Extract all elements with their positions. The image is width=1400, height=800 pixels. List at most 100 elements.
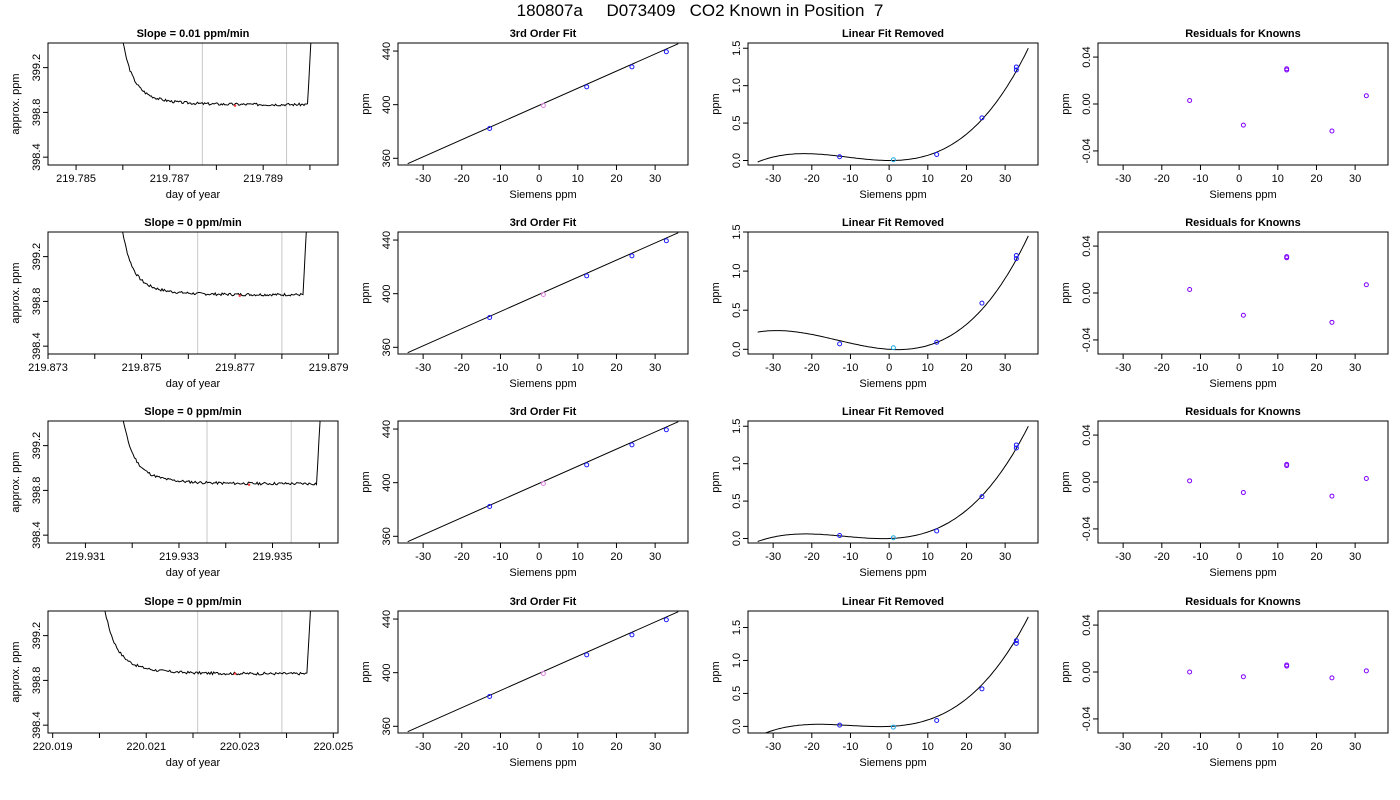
axes-frame [1097,610,1389,734]
y-tick-label: 440 [381,610,393,628]
x-axis-label: Siemens ppm [1209,757,1276,769]
chart-title: Residuals for Knowns [1185,28,1301,40]
plot-area [757,235,1029,351]
data-point [837,722,843,728]
x-tick-label: 0 [886,741,892,753]
data-point [934,339,940,345]
chart-title: Slope = 0 ppm/min [144,217,242,229]
x-tick-label: 220.025 [313,741,353,753]
data-point [979,494,985,500]
y-axis-label: ppm [360,282,372,303]
x-tick-label: -10 [843,362,859,374]
x-tick-label: 219.879 [309,362,349,374]
axes-frame [47,610,339,734]
x-axis-label: Siemens ppm [509,757,576,769]
y-tick-label: 398.8 [31,667,43,695]
x-axis-label: day of year [166,189,221,201]
trace-line [122,43,312,107]
x-tick-label: -10 [843,741,859,753]
x-tick-label: 10 [1272,551,1284,563]
x-tick-label: 0 [886,362,892,374]
x-tick-label: 219.933 [159,551,199,563]
trace-line [122,421,321,486]
y-axis-label: approx. ppm [10,262,22,323]
data-point [979,300,985,306]
data-point [663,617,669,623]
x-tick-label: 20 [960,173,972,185]
plot-area [757,47,1029,163]
data-point [540,480,546,486]
x-tick-label: -10 [843,551,859,563]
x-tick-label: -30 [1115,173,1131,185]
x-tick-label: 219.877 [215,362,255,374]
x-tick-label: 0 [1236,551,1242,563]
data-point [629,632,635,638]
x-tick-label: 220.023 [220,741,260,753]
x-tick-label: 30 [999,551,1011,563]
residual-point [1240,312,1246,318]
y-tick-label: 399.2 [31,54,43,82]
y-tick-label: 400 [381,473,393,491]
x-tick-label: 20 [1310,551,1322,563]
page-title: 180807a D073409 CO2 Known in Position 7 [516,1,884,20]
x-tick-label: -30 [415,551,431,563]
residual-point [1187,669,1193,675]
data-point [934,528,940,534]
data-point [584,273,590,279]
y-axis-label: approx. ppm [10,451,22,512]
y-tick-label: 399.2 [31,243,43,271]
residual-point [1363,475,1369,481]
x-tick-label: 0 [1236,362,1242,374]
data-point [584,652,590,658]
x-tick-label: -20 [804,551,820,563]
x-tick-label: 20 [610,362,622,374]
data-point [837,341,843,347]
residual-point [1240,674,1246,680]
x-tick-label: 219.787 [150,173,190,185]
data-point [663,238,669,244]
data-point [837,154,843,160]
x-tick-label: 10 [572,173,584,185]
x-tick-label: -30 [1115,741,1131,753]
x-tick-label: -10 [1193,362,1209,374]
x-axis-label: Siemens ppm [509,189,576,201]
x-axis-label: Siemens ppm [859,378,926,390]
data-point [629,64,635,70]
x-tick-label: 20 [610,173,622,185]
plot-area [104,611,311,733]
x-tick-label: 10 [1272,173,1284,185]
axes-frame [747,231,1039,355]
panel-resid-2: Residuals for Knowns -30 -20 -10 0 10 20 30 -0.0… [1060,217,1389,390]
plot-area [122,43,312,165]
residual-point [1240,490,1246,496]
x-tick-label: 30 [1349,362,1361,374]
residual-point [1284,254,1290,260]
data-point [1013,67,1019,73]
data-point [934,152,940,158]
data-point [890,345,896,351]
y-tick-label: 0.5 [731,686,743,701]
x-tick-label: 10 [922,362,934,374]
data-point [890,724,896,730]
x-tick-label: 20 [960,741,972,753]
residual-point [1284,662,1290,668]
y-tick-label: 398.4 [31,711,43,739]
y-tick-label: 0.0 [731,153,743,168]
x-tick-label: 30 [1349,551,1361,563]
y-axis-label: approx. ppm [10,641,22,702]
residual-point [1187,286,1193,292]
plot-area [407,43,679,165]
x-tick-label: 10 [1272,741,1284,753]
y-axis-label: ppm [1060,93,1072,114]
y-tick-label: -0.04 [1081,138,1093,163]
data-point [663,427,669,433]
trace-marker [233,104,237,107]
data-point [629,253,635,259]
y-tick-label: 0.00 [1081,661,1093,682]
x-axis-label: Siemens ppm [1209,189,1276,201]
chart-title: Residuals for Knowns [1185,596,1301,608]
residual-point [1363,668,1369,674]
y-tick-label: 0.0 [731,342,743,357]
chart-title: 3rd Order Fit [510,596,577,608]
panel-cubic-4: Linear Fit Removed -30 -20 -10 0 10 20 30 0.0 0.5… [710,596,1039,769]
